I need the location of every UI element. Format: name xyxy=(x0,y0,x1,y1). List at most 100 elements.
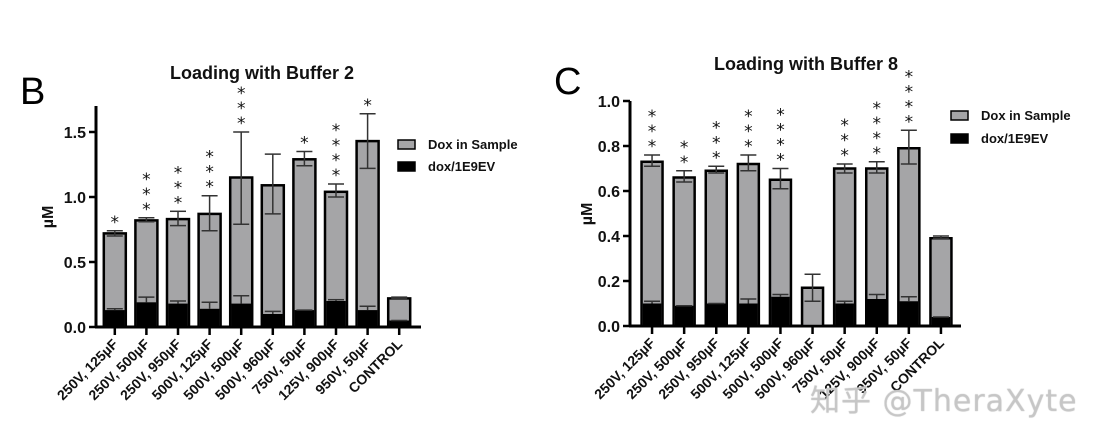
panel-c: C Loading with Buffer 8 µM Dox in Sample… xyxy=(554,0,1108,448)
significance-star: * xyxy=(873,129,882,149)
significance-star: * xyxy=(300,134,309,154)
significance-star: * xyxy=(237,99,246,119)
significance-star: * xyxy=(174,178,183,198)
significance-star: * xyxy=(205,178,214,198)
y-tick-label: 0.6 xyxy=(598,184,620,201)
bar-dox-in-sample xyxy=(929,237,953,328)
significance-star: * xyxy=(905,82,914,102)
significance-star: * xyxy=(174,163,183,183)
significance-star: * xyxy=(332,166,341,186)
y-tick-label: 0.0 xyxy=(598,319,620,336)
legend-label-dox-in-sample: Dox in Sample xyxy=(428,137,518,152)
legend-label-dox-1e9ev: dox/1E9EV xyxy=(428,159,496,174)
significance-star: * xyxy=(712,118,721,138)
significance-star: * xyxy=(205,163,214,183)
bar-dox-1e9ev xyxy=(105,310,125,327)
significance-star: * xyxy=(648,122,657,142)
chart-c-ylabel: µM xyxy=(579,203,596,226)
bar-dox-1e9ev xyxy=(931,317,951,326)
significance-star: * xyxy=(905,67,914,87)
chart-c-svg: C Loading with Buffer 8 µM Dox in Sample… xyxy=(554,54,1071,402)
bar-dox-1e9ev xyxy=(739,303,758,326)
significance-star: * xyxy=(776,151,785,171)
significance-star: * xyxy=(873,144,882,164)
chart-b-legend: Dox in Sample dox/1E9EV xyxy=(397,137,518,174)
bar-dox-1e9ev xyxy=(674,305,694,326)
y-tick-label: 0.0 xyxy=(64,320,86,337)
bar-dox-1e9ev xyxy=(199,308,220,327)
significance-star: * xyxy=(205,148,214,168)
significance-star: * xyxy=(142,185,151,205)
bar-dox-1e9ev xyxy=(771,296,790,326)
significance-star: * xyxy=(111,213,120,233)
significance-star: * xyxy=(712,133,721,153)
bar-dox-in-sample xyxy=(292,158,317,329)
legend-label-dox-1e9ev: dox/1E9EV xyxy=(981,131,1049,146)
bar-dox-1e9ev xyxy=(294,310,315,327)
significance-star: * xyxy=(174,193,183,213)
significance-star: * xyxy=(332,151,341,171)
bar-dox-1e9ev xyxy=(326,301,346,327)
chart-b-title: Loading with Buffer 2 xyxy=(170,63,354,83)
significance-star: * xyxy=(840,146,849,166)
bar-dox-in-sample xyxy=(672,176,696,328)
significance-star: * xyxy=(873,114,882,134)
chart-b-svg: B Loading with Buffer 2 µM Dox in Sample… xyxy=(20,63,518,403)
bar-dox-1e9ev xyxy=(899,301,919,326)
y-tick-label: 0.4 xyxy=(598,229,620,246)
chart-b-ylabel: µM xyxy=(40,206,57,229)
y-tick-label: 0.2 xyxy=(598,274,620,291)
bar-dox-in-sample xyxy=(704,169,728,328)
bar-dox-1e9ev xyxy=(263,314,283,327)
panel-letter-b: B xyxy=(20,71,45,113)
panel-letter-c: C xyxy=(554,61,581,103)
bar-dox-1e9ev xyxy=(231,303,251,327)
significance-star: * xyxy=(776,121,785,141)
panel-b: B Loading with Buffer 2 µM Dox in Sample… xyxy=(20,63,518,403)
watermark: 知乎 @TheraXyte xyxy=(810,384,1078,419)
y-tick-label: 1.0 xyxy=(64,190,86,207)
significance-star: * xyxy=(363,96,372,116)
chart-c-legend: Dox in Sample dox/1E9EV xyxy=(950,108,1071,146)
chart-c-title: Loading with Buffer 8 xyxy=(714,54,898,74)
bar-dox-1e9ev xyxy=(867,299,887,326)
significance-star: * xyxy=(648,137,657,157)
significance-star: * xyxy=(332,136,341,156)
significance-star: * xyxy=(680,138,689,158)
y-tick-label: 1.0 xyxy=(598,94,620,111)
y-tick-label: 1.5 xyxy=(64,125,86,142)
plot-area: 0.00.51.01.5*250V, 125µF***250V, 500µF**… xyxy=(54,84,421,403)
significance-star: * xyxy=(776,106,785,126)
bar-dox-1e9ev xyxy=(835,303,854,326)
significance-star: * xyxy=(237,84,246,104)
significance-star: * xyxy=(873,99,882,119)
significance-star: * xyxy=(142,200,151,220)
y-tick-label: 0.8 xyxy=(598,139,620,156)
legend-swatch-gray xyxy=(397,139,416,150)
significance-star: * xyxy=(712,148,721,168)
legend-swatch-gray xyxy=(950,110,969,121)
bar-dox-1e9ev xyxy=(168,303,188,327)
plot-area: 0.00.20.40.60.81.0***250V, 125µF**250V, … xyxy=(591,67,961,402)
bar-dox-1e9ev xyxy=(136,302,157,327)
significance-star: * xyxy=(332,121,341,141)
significance-star: * xyxy=(905,97,914,117)
significance-star: * xyxy=(744,107,753,127)
significance-star: * xyxy=(744,137,753,157)
legend-swatch-black xyxy=(950,133,969,144)
significance-star: * xyxy=(648,107,657,127)
significance-star: * xyxy=(776,136,785,156)
bar-dox-1e9ev xyxy=(642,303,662,326)
bar-dox-1e9ev xyxy=(706,303,726,326)
significance-star: * xyxy=(840,131,849,151)
legend-label-dox-in-sample: Dox in Sample xyxy=(981,108,1071,123)
significance-star: * xyxy=(142,170,151,190)
significance-star: * xyxy=(680,153,689,173)
bar-dox-1e9ev xyxy=(389,320,409,327)
significance-star: * xyxy=(237,114,246,134)
significance-star: * xyxy=(744,122,753,142)
legend-swatch-black xyxy=(397,161,416,172)
bar-dox-1e9ev xyxy=(357,310,378,327)
significance-star: * xyxy=(840,116,849,136)
y-tick-label: 0.5 xyxy=(64,255,86,272)
